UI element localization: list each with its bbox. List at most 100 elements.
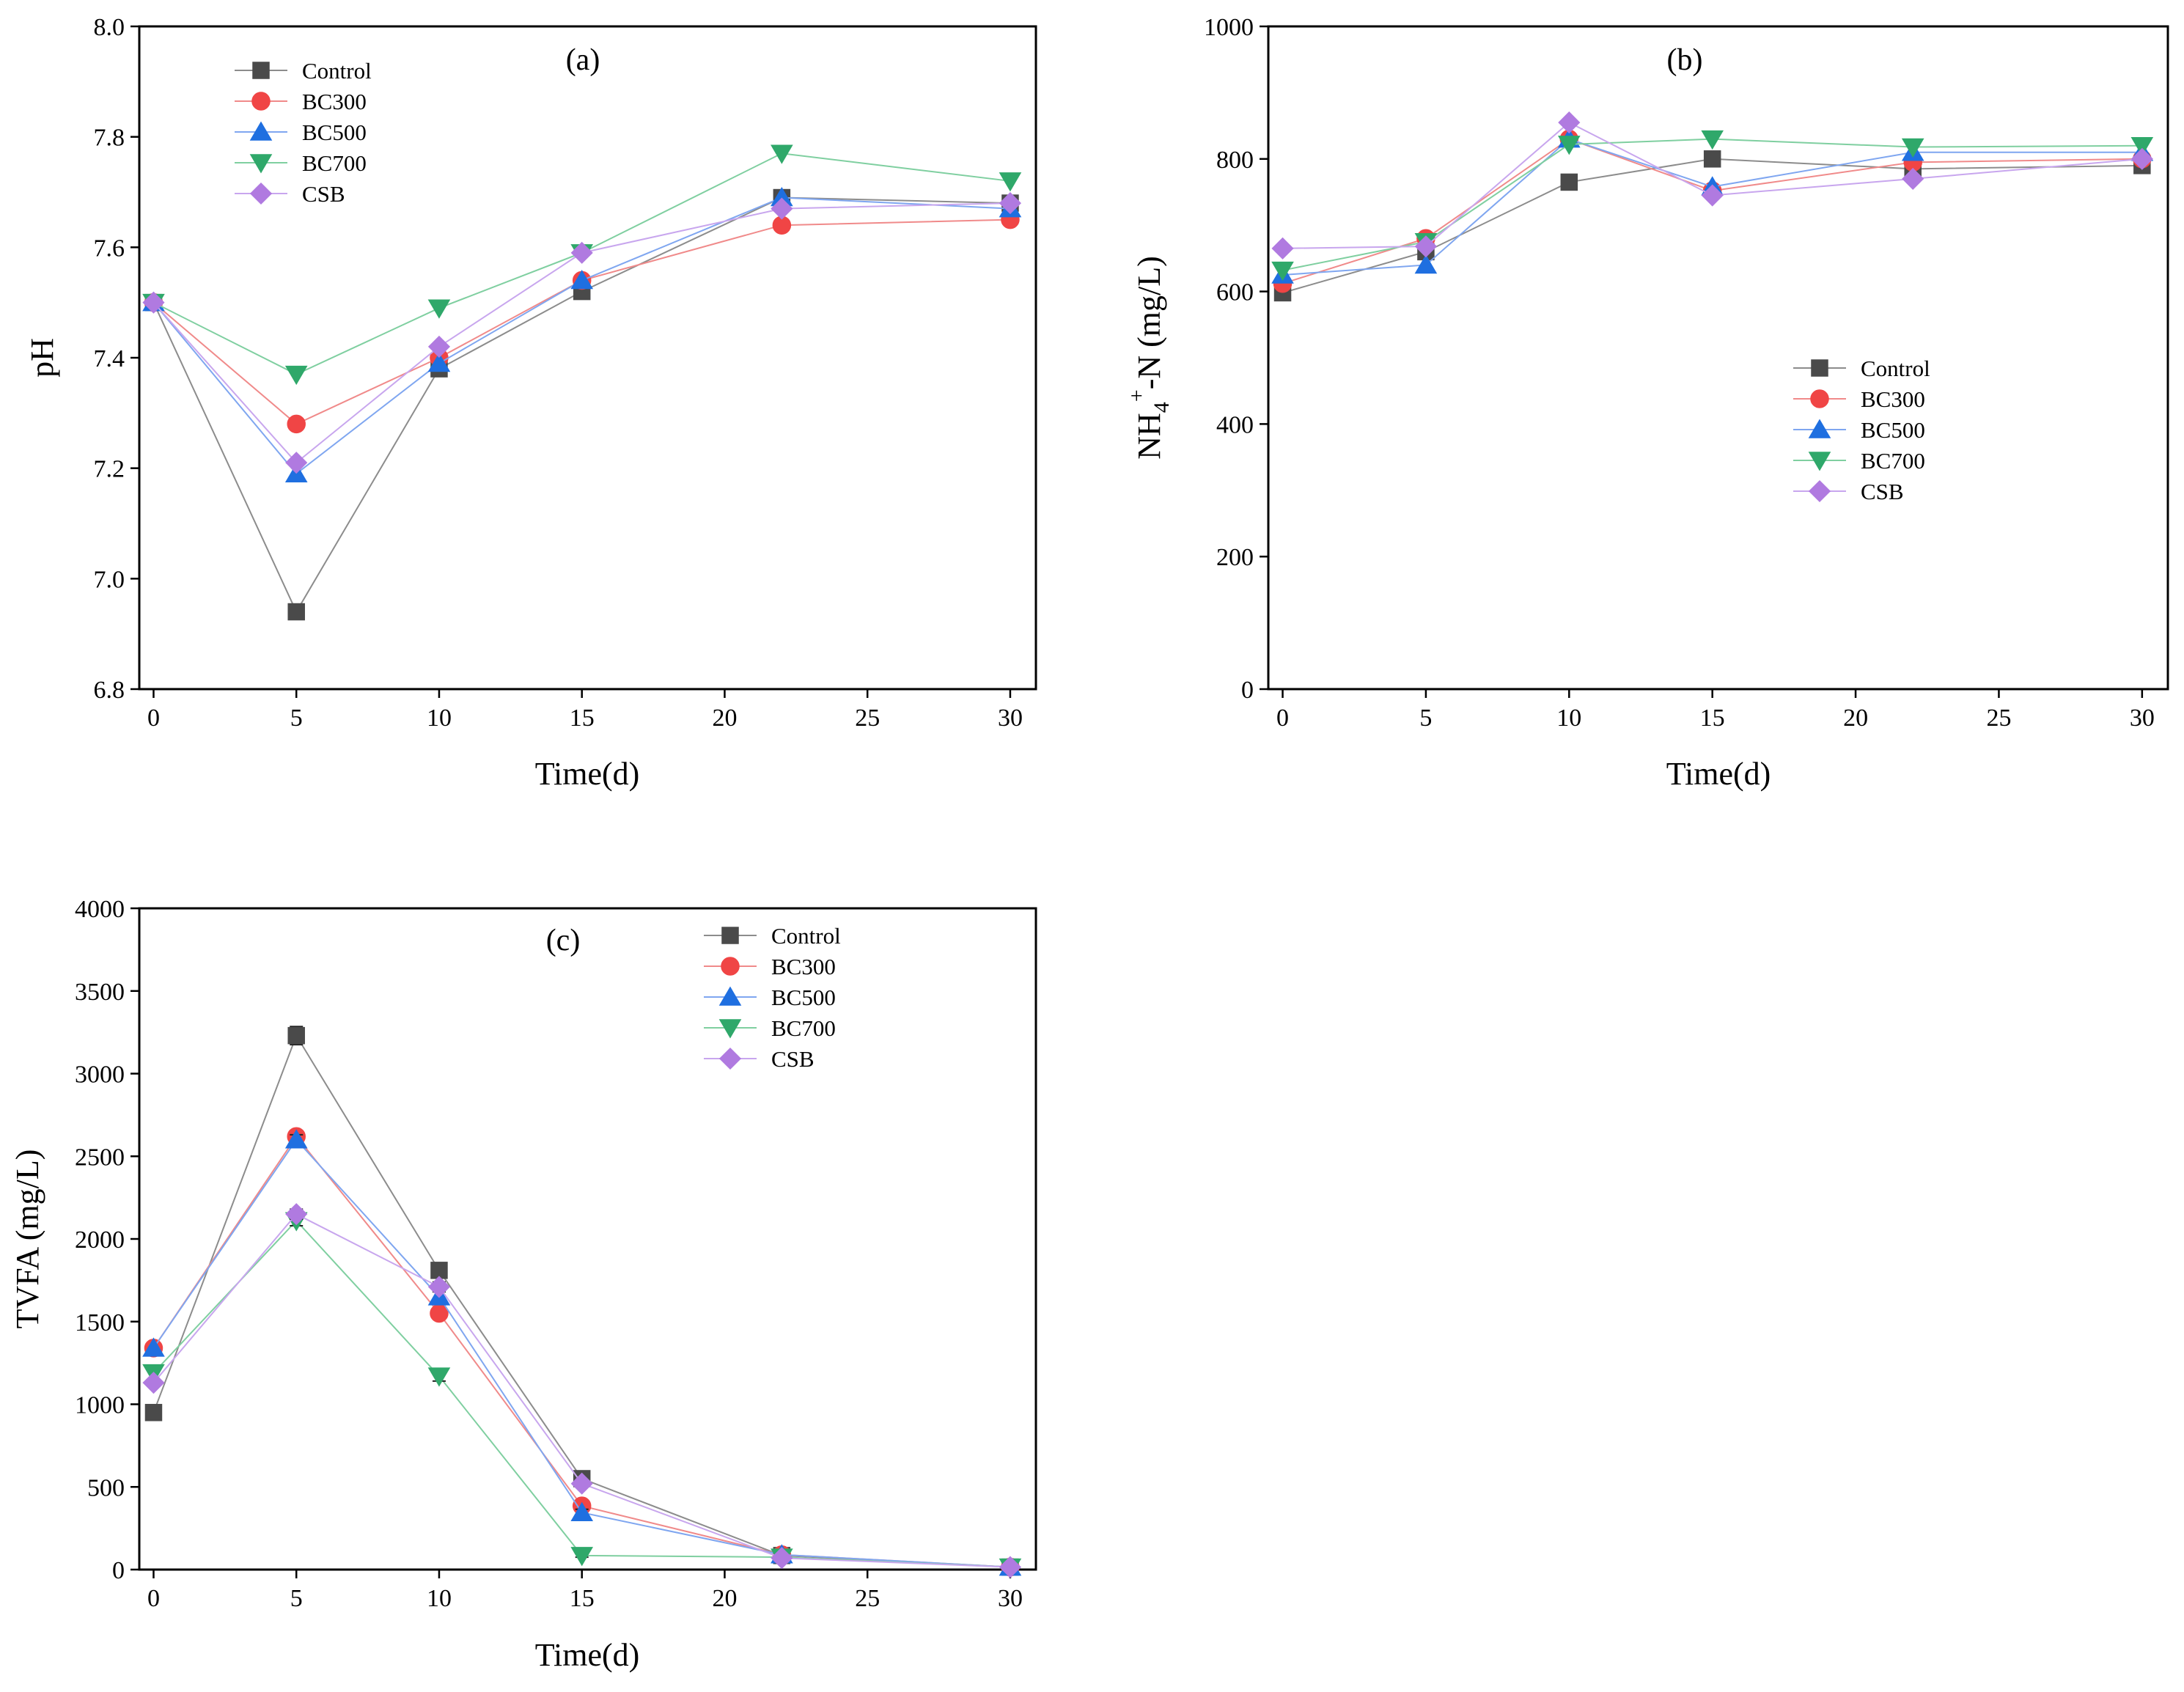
data-point [427, 1276, 451, 1298]
chart-panel-c: 0 5 10 15 20 25 30 0 500 1000 1500 2000 2500 3000 3500… [10, 896, 1037, 1673]
legend-marker [718, 986, 742, 1006]
data-point [285, 1203, 308, 1226]
legend-marker [721, 927, 739, 944]
x-axis-ticks: 0 5 10 15 20 25 30 [147, 1570, 1023, 1612]
series-line [152, 1139, 1010, 1568]
plot-frame [138, 25, 1037, 691]
y-tick-label: 500 [87, 1474, 125, 1501]
y-tick-label: 1500 [75, 1309, 125, 1336]
x-tick-label: 25 [855, 1585, 880, 1612]
legend: Control BC300 BC500 BC700 CSB [235, 58, 372, 207]
data-point [142, 1337, 165, 1357]
series-line [152, 202, 1010, 464]
legend-marker [249, 121, 273, 141]
x-tick-label: 0 [147, 705, 160, 732]
data-point [284, 1129, 308, 1149]
y-tick-label: 7.4 [94, 345, 125, 372]
data-point [999, 172, 1022, 192]
y-axis-ticks: 0 200 400 600 800 1000 [1204, 14, 1268, 704]
data-point [771, 1547, 793, 1570]
legend-marker [251, 92, 271, 111]
data-point [287, 603, 305, 621]
series-bc700 [142, 144, 1022, 386]
y-tick-label: 0 [112, 1557, 125, 1584]
data-point [1703, 150, 1721, 168]
legend-label: CSB [302, 181, 345, 207]
series-csb [1271, 111, 2153, 260]
data-point [999, 1556, 1022, 1578]
x-axis-ticks: 0 5 10 15 20 25 30 [1276, 689, 2155, 732]
y-tick-label: 400 [1216, 411, 1254, 438]
y-axis-ticks: 0 500 1000 1500 2000 2500 3000 3500 4000 [75, 896, 139, 1584]
y-tick-label: 4000 [75, 896, 125, 923]
legend-label: Control [1861, 356, 1930, 381]
legend-label: BC700 [771, 1015, 836, 1041]
data-point [427, 299, 451, 319]
panel-label: (a) [566, 43, 600, 77]
legend-label: CSB [771, 1046, 815, 1072]
series-line [152, 1213, 1010, 1568]
x-axis-title: Time(d) [1666, 756, 1771, 792]
legend-marker [252, 62, 270, 79]
y-tick-label: 6.8 [94, 677, 125, 704]
legend-label: BC500 [302, 119, 367, 145]
data-point [1271, 237, 1294, 260]
data-point [1902, 167, 1924, 190]
y-tick-label: 7.8 [94, 125, 125, 152]
legend-marker [1808, 452, 1831, 471]
y-axis-title-part: 4 [1150, 402, 1174, 413]
x-tick-label: 20 [1843, 705, 1868, 732]
series-line [1282, 158, 2142, 294]
legend-label: BC700 [1861, 448, 1925, 474]
data-point [285, 452, 308, 474]
data-point [427, 1367, 451, 1387]
data-point [570, 1547, 594, 1567]
y-tick-label: 7.2 [94, 456, 125, 483]
data-point [142, 1372, 165, 1394]
data-point [570, 1501, 594, 1521]
series-line [152, 196, 1010, 614]
series-control [1273, 150, 2151, 302]
data-point [2130, 136, 2154, 157]
data-point [1414, 235, 1437, 258]
y-tick-label: 3500 [75, 979, 125, 1006]
data-point [144, 1404, 163, 1421]
y-tick-label: 2500 [75, 1144, 125, 1171]
y-tick-label: 8.0 [94, 14, 125, 41]
x-tick-label: 5 [290, 1585, 303, 1612]
series-bc700 [142, 1212, 1022, 1578]
series-line [152, 218, 1010, 425]
x-tick-label: 10 [427, 1585, 452, 1612]
x-tick-label: 30 [998, 1585, 1023, 1612]
series-bc500 [142, 1129, 1022, 1576]
y-tick-label: 7.0 [94, 566, 125, 593]
data-point [287, 414, 306, 434]
legend-marker [718, 1047, 742, 1070]
legend-marker [249, 154, 273, 174]
legend-label: CSB [1861, 479, 1904, 504]
series-line [152, 196, 1010, 475]
data-point [999, 192, 1022, 215]
y-tick-label: 200 [1216, 544, 1254, 571]
legend: Control BC300 BC500 BC700 CSB [704, 923, 841, 1072]
x-axis-title: Time(d) [535, 756, 640, 792]
legend-marker [1808, 419, 1831, 438]
series-csb [142, 1203, 1022, 1578]
y-axis-title: TVFA (mg/L) [10, 1150, 45, 1329]
x-tick-label: 0 [1276, 705, 1289, 732]
data-point [771, 144, 793, 164]
x-tick-label: 10 [427, 705, 452, 732]
x-tick-label: 20 [712, 705, 737, 732]
x-axis-title: Time(d) [535, 1637, 640, 1673]
legend-label: Control [302, 58, 372, 84]
x-tick-label: 25 [1986, 705, 2011, 732]
legend-label: BC300 [771, 954, 836, 979]
legend-marker [249, 182, 273, 205]
legend-label: BC300 [302, 89, 367, 114]
x-tick-label: 0 [147, 1585, 160, 1612]
data-point [570, 1472, 593, 1495]
chart-panel-a: 0 5 10 15 20 25 30 6.8 7.0 7.2 7.4 7.6 7.8 8.0 Time(d)… [24, 14, 1037, 792]
y-axis-title-part: + [1125, 389, 1149, 402]
x-tick-label: 20 [712, 1585, 737, 1612]
